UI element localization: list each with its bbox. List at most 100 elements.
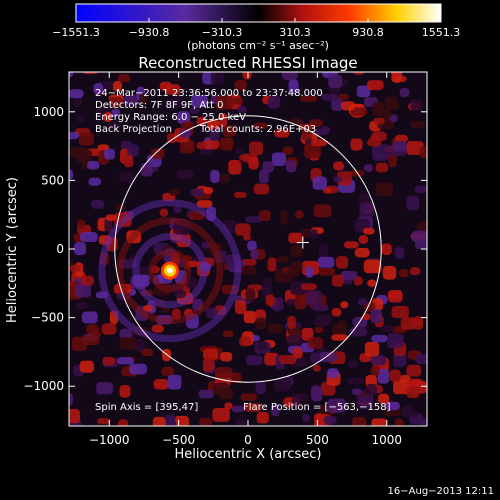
noise-cell [318, 243, 328, 258]
noise-cell [248, 156, 259, 170]
noise-cell [119, 385, 131, 398]
noise-cell [366, 80, 384, 91]
noise-cell [375, 182, 394, 197]
noise-cell [191, 95, 208, 108]
noise-cell [168, 97, 183, 109]
colorbar-tick-label: 310.3 [279, 26, 311, 39]
noise-cell [259, 169, 269, 184]
noise-cell [257, 340, 268, 351]
noise-cell [169, 189, 181, 196]
noise-cell [224, 402, 233, 410]
noise-cell [167, 374, 182, 390]
noise-cell [222, 125, 237, 137]
noise-cell [371, 418, 388, 426]
noise-cell [370, 365, 380, 376]
noise-cell [286, 334, 303, 349]
noise-cell [256, 411, 269, 424]
noise-cell [391, 72, 402, 83]
annotation-time: 24−Mar−2011 23:36:56.000 to 23:37:48.000 [95, 88, 323, 99]
spin-axis-label: Spin Axis = [395,47] [95, 402, 198, 413]
x-tick-label: −500 [162, 433, 195, 447]
noise-cell [242, 72, 252, 80]
noise-cell [242, 233, 251, 241]
noise-cell [166, 132, 177, 144]
noise-cell [360, 204, 371, 211]
noise-cell [105, 214, 117, 221]
noise-cell [287, 315, 296, 330]
noise-cell [69, 169, 74, 180]
noise-cell [267, 323, 284, 333]
noise-cell [86, 161, 100, 170]
colorbar-tick-label: −1551.3 [52, 26, 100, 39]
colorbar [75, 3, 442, 23]
y-tick-label: 1000 [33, 105, 64, 119]
noise-cell [414, 185, 427, 193]
noise-cell [136, 338, 146, 353]
noise-cell [75, 283, 92, 298]
noise-cell [150, 148, 165, 160]
noise-cell [75, 302, 88, 310]
noise-cell [245, 355, 263, 366]
noise-cell [350, 107, 368, 116]
noise-cell [152, 416, 166, 426]
sidelobe-ring [116, 217, 224, 325]
noise-cell [173, 205, 182, 214]
noise-cell [310, 139, 328, 147]
plot-date: 16−Aug−2013 12:11 [388, 486, 494, 497]
noise-cell [140, 162, 153, 177]
noise-cell [92, 330, 102, 338]
noise-cell [338, 93, 350, 100]
noise-cell [235, 147, 244, 155]
noise-cell [196, 200, 213, 208]
noise-cell [235, 418, 248, 426]
noise-cell [327, 398, 346, 413]
noise-cell [333, 161, 344, 171]
noise-cell [343, 241, 359, 249]
noise-cell [255, 381, 266, 395]
noise-cell [377, 368, 390, 384]
annotation-method: Back Projection [95, 124, 172, 135]
noise-cell [239, 154, 250, 161]
noise-cell [357, 298, 368, 306]
noise-cell [288, 79, 299, 95]
noise-cell [127, 144, 139, 157]
noise-cell [97, 144, 110, 151]
flare-source-core [166, 267, 173, 274]
noise-cell [320, 126, 331, 134]
noise-cell [220, 351, 233, 362]
noise-cell [81, 311, 98, 324]
noise-cell [364, 341, 380, 357]
noise-cell [274, 129, 290, 138]
noise-cell [80, 232, 98, 242]
noise-cell [363, 164, 374, 172]
noise-cell [392, 140, 407, 152]
noise-cell [304, 266, 314, 278]
noise-cell [319, 351, 337, 363]
noise-cell [411, 230, 427, 242]
noise-cell [347, 360, 359, 369]
noise-cell [241, 265, 257, 276]
noise-cell [151, 324, 164, 333]
noise-cell [313, 413, 324, 426]
sidelobe-ring [132, 233, 208, 309]
noise-cell [177, 169, 194, 179]
solar-limb-circle [114, 115, 382, 383]
noise-cell [299, 95, 318, 102]
noise-cell [331, 334, 348, 341]
noise-cell [210, 72, 224, 85]
noise-cell [328, 74, 343, 89]
noise-cell [237, 105, 247, 114]
colorbar-tick-label: −930.8 [129, 26, 170, 39]
noise-cell [350, 138, 363, 151]
noise-cell [262, 277, 273, 292]
noise-cell [406, 364, 422, 377]
noise-cell [337, 320, 347, 329]
noise-cell [292, 347, 303, 359]
noise-cell [385, 401, 400, 411]
noise-cell [165, 84, 181, 95]
noise-cell [123, 154, 134, 168]
noise-cell [104, 148, 116, 160]
noise-cell [74, 241, 86, 256]
noise-cell [347, 377, 364, 385]
noise-cell [375, 162, 389, 173]
